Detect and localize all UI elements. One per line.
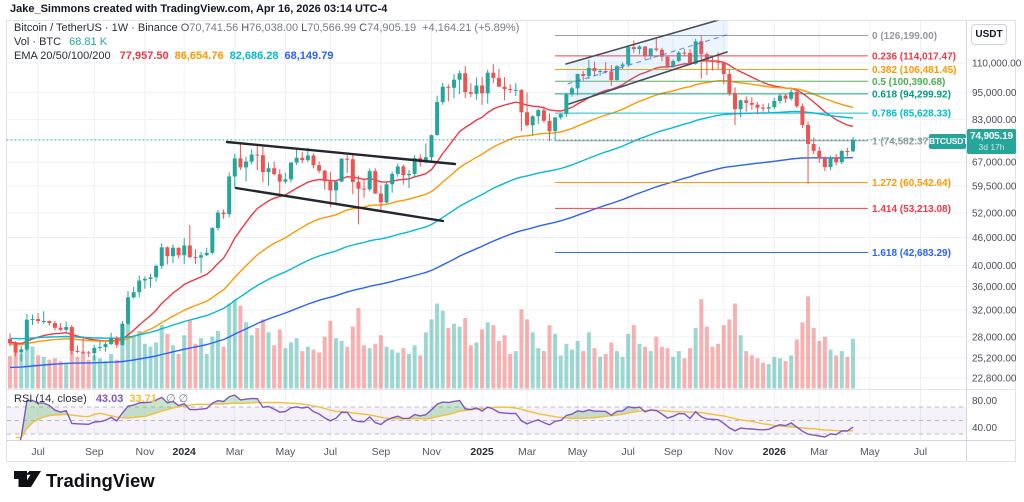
fib-label: 1.272 (60,542.64) xyxy=(872,178,951,189)
rsi-ma-line xyxy=(15,401,853,439)
svg-text:Mar: Mar xyxy=(518,446,537,458)
ohlc-o: O70,741.56 xyxy=(180,22,239,34)
svg-text:28,000.00: 28,000.00 xyxy=(972,332,1017,343)
fib-label: 0.618 (94,299.92) xyxy=(872,89,951,100)
svg-text:22,800.00: 22,800.00 xyxy=(972,373,1017,384)
symbol-legend-row[interactable]: Bitcoin / TetherUS · 1W · Binance O70,74… xyxy=(14,22,519,34)
ema-value: 77,957.50 xyxy=(119,50,169,62)
tradingview-mark-icon xyxy=(14,471,41,487)
svg-text:2024: 2024 xyxy=(173,446,197,458)
ema200-line xyxy=(9,156,854,369)
fib-label: 1.414 (53,213.08) xyxy=(872,204,951,215)
volume-bars xyxy=(8,296,855,389)
chart-frame xyxy=(6,20,1016,462)
ohlc-values: O70,741.56 H76,038.00 L70,566.99 C74,905.19 xyxy=(181,22,419,34)
bar-countdown: 3d 17h xyxy=(978,142,1005,152)
svg-text:Nov: Nov xyxy=(136,446,155,458)
fib-label: 0 (126,199.00) xyxy=(872,31,937,42)
svg-text:25,200.00: 25,200.00 xyxy=(972,353,1017,364)
svg-text:May: May xyxy=(275,446,296,458)
price-axis[interactable]: 110,000.00 95,000.00 83,000.00 67,000.00 59,… xyxy=(972,59,1022,434)
svg-text:32,000.00: 32,000.00 xyxy=(972,306,1017,317)
svg-text:Sep: Sep xyxy=(85,446,104,458)
time-axis-border xyxy=(7,440,1015,441)
fib-retracement[interactable]: 0 (126,199.00) 0.236 (114,017.47) 0.382 (1… xyxy=(555,31,957,259)
ema-indicator-label[interactable]: EMA 20/50/100/200 xyxy=(14,50,111,62)
ohlc-h: H76,038.00 xyxy=(241,22,299,34)
svg-text:Jul: Jul xyxy=(31,446,44,458)
svg-text:Sep: Sep xyxy=(372,446,391,458)
rsi-band xyxy=(7,406,966,435)
rsi-legend-row[interactable]: RSI (14, close) 43.03 33.71 ∅ ∅ xyxy=(14,392,188,405)
tradingview-logo[interactable]: TradingView xyxy=(12,466,182,499)
rsi-line xyxy=(19,394,854,440)
svg-text:36,000.00: 36,000.00 xyxy=(972,282,1017,293)
rsi-indicator-label[interactable]: RSI (14, close) xyxy=(14,393,87,405)
symbol-description[interactable]: Bitcoin / TetherUS · 1W · Binance xyxy=(14,22,178,34)
svg-text:Jul: Jul xyxy=(324,446,337,458)
last-price-value: 74,905.19 xyxy=(970,131,1013,142)
empty-set-icon: ∅ ∅ xyxy=(165,393,189,405)
rsi-pane xyxy=(15,394,854,440)
page-title: Jake_Simmons created with TradingView.co… xyxy=(10,3,388,15)
svg-text:Mar: Mar xyxy=(226,446,245,458)
svg-text:2025: 2025 xyxy=(470,446,494,458)
volume-indicator-label[interactable]: Vol · BTC xyxy=(14,36,62,48)
ohlc-c: C74,905.19 xyxy=(359,22,417,34)
ema100-line xyxy=(9,110,854,340)
pane-separator[interactable] xyxy=(7,389,1015,390)
svg-text:110,000.00: 110,000.00 xyxy=(972,59,1022,70)
rsi-value: 33.71 xyxy=(129,393,157,405)
candlesticks xyxy=(8,35,855,362)
svg-text:83,000.00: 83,000.00 xyxy=(972,115,1017,126)
svg-text:95,000.00: 95,000.00 xyxy=(972,88,1017,99)
svg-text:2026: 2026 xyxy=(763,446,787,458)
svg-text:80.00: 80.00 xyxy=(972,396,997,407)
svg-text:May: May xyxy=(860,446,881,458)
ema-value: 82,686.28 xyxy=(229,50,279,62)
last-price-badge: 74,905.19 3d 17h xyxy=(967,129,1016,154)
svg-text:67,000.00: 67,000.00 xyxy=(972,158,1017,169)
svg-text:52,000.00: 52,000.00 xyxy=(972,208,1017,219)
fib-label: 1.618 (42,683.29) xyxy=(872,248,951,259)
svg-text:Jul: Jul xyxy=(621,446,634,458)
fib-label: 0.786 (85,628.33) xyxy=(872,109,951,120)
volume-legend-row[interactable]: Vol · BTC 68.81 K xyxy=(14,36,107,48)
svg-text:May: May xyxy=(568,446,589,458)
fib-label: 0.236 (114,017.47) xyxy=(872,51,956,62)
price-axis-border xyxy=(966,21,967,461)
svg-text:40.00: 40.00 xyxy=(972,423,997,434)
fib-label: 1 (74,582.37) xyxy=(872,136,932,147)
trend-channel-drawings[interactable] xyxy=(225,17,729,223)
tradingview-wordmark: TradingView xyxy=(46,470,155,491)
rsi-values: 43.03 33.71 xyxy=(90,393,157,405)
ema-values: 77,957.50 86,654.76 82,686.28 68,149.79 xyxy=(114,50,334,62)
symbol-price-tag: BTCUSDT xyxy=(929,134,968,149)
ema-value: 86,654.76 xyxy=(174,50,224,62)
svg-text:Nov: Nov xyxy=(714,446,733,458)
svg-text:Mar: Mar xyxy=(810,446,829,458)
time-axis[interactable]: Jul Sep Nov 2024 Mar May Jul Sep Nov 2025 Mar May Ju… xyxy=(31,446,927,458)
change-value: +4,164.21 (+5.89%) xyxy=(422,22,520,34)
svg-text:Jul: Jul xyxy=(914,446,927,458)
rsi-value: 43.03 xyxy=(95,393,124,405)
svg-text:Sep: Sep xyxy=(664,446,683,458)
ema-legend-row[interactable]: EMA 20/50/100/200 77,957.50 86,654.76 82,6… xyxy=(14,50,333,62)
grid-lines xyxy=(7,21,966,440)
svg-text:40,000.00: 40,000.00 xyxy=(972,261,1017,272)
svg-text:59,500.00: 59,500.00 xyxy=(972,181,1017,192)
svg-text:46,000.00: 46,000.00 xyxy=(972,233,1017,244)
ohlc-l: L70,566.99 xyxy=(301,22,357,34)
currency-toggle-button[interactable]: USDT xyxy=(971,24,1007,45)
svg-text:Nov: Nov xyxy=(422,446,441,458)
fib-label: 0.5 (100,390.68) xyxy=(872,77,945,88)
volume-value: 68.81 K xyxy=(69,36,108,48)
ema-value: 68,149.79 xyxy=(284,50,334,62)
fib-label: 0.382 (106,481.45) xyxy=(872,65,957,76)
